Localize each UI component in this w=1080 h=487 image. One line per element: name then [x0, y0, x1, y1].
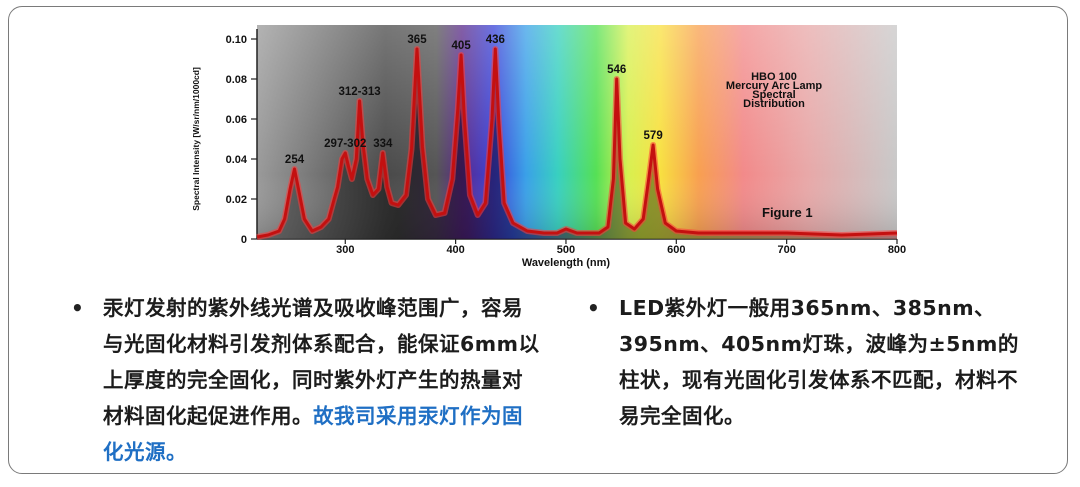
chart-title-line: Distribution [743, 98, 805, 110]
bullet-list-left: • 汞灯发射的紫外线光谱及吸收峰范围广，容易与光固化材料引发剂体系配合，能保证6… [71, 290, 541, 470]
bullet-item-mercury: • 汞灯发射的紫外线光谱及吸收峰范围广，容易与光固化材料引发剂体系配合，能保证6… [71, 290, 541, 470]
chart-title: HBO 100 Mercury Arc Lamp Spectral Distribut… [726, 71, 822, 110]
bullet-text: LED紫外灯一般用365nm、385nm、395nm、405nm灯珠，波峰为±5… [619, 296, 1019, 428]
peak-label: 254 [285, 154, 305, 166]
y-tick-label: 0.10 [226, 34, 247, 46]
y-tick-label: 0.08 [226, 74, 247, 86]
peak-label: 546 [607, 64, 626, 76]
bullet-item-led: • LED紫外灯一般用365nm、385nm、395nm、405nm灯珠，波峰为… [587, 290, 1027, 434]
y-tick-label: 0.02 [226, 194, 247, 206]
x-tick-label: 500 [557, 244, 575, 256]
x-axis-label: Wavelength (nm) [522, 257, 611, 269]
chart-title-line: Mercury Arc Lamp [726, 80, 822, 92]
x-tick-label: 800 [888, 244, 906, 256]
x-tick-label: 300 [336, 244, 354, 256]
chart-title-line: Spectral [752, 89, 795, 101]
y-axis-label: Spectral Intensity [W/sr/nm/1000cd] [191, 67, 201, 211]
chart-title-line: HBO 100 [751, 71, 797, 83]
bullet-highlight: 故我司采用汞灯作为固化光源。 [103, 404, 523, 464]
x-tick-label: 700 [777, 244, 795, 256]
x-tick-label: 400 [446, 244, 464, 256]
peak-label: 405 [452, 40, 472, 52]
peak-label: 365 [407, 34, 427, 46]
bullet-dot: • [71, 296, 85, 320]
content-card: 0 0.02 0.04 0.06 0.08 0.10 300 400 500 600 700 800 … [8, 6, 1068, 474]
bullet-text: 汞灯发射的紫外线光谱及吸收峰范围广，容易与光固化材料引发剂体系配合，能保证6mm… [103, 296, 540, 428]
y-tick-label: 0.04 [226, 154, 248, 166]
figure-label: Figure 1 [762, 205, 813, 220]
bullet-dot: • [587, 296, 601, 320]
peak-label: 436 [486, 34, 505, 46]
x-tick-label: 600 [667, 244, 685, 256]
peak-label: 312-313 [339, 86, 381, 98]
spectrum-curve [256, 47, 898, 239]
bullet-list-right: • LED紫外灯一般用365nm、385nm、395nm、405nm灯珠，波峰为… [587, 290, 1027, 434]
y-tick-label: 0.06 [226, 114, 247, 126]
y-tick-label: 0 [241, 234, 247, 246]
peak-label: 334 [373, 138, 393, 150]
peak-label: 579 [644, 130, 663, 142]
peak-label: 297-302 [324, 138, 366, 150]
